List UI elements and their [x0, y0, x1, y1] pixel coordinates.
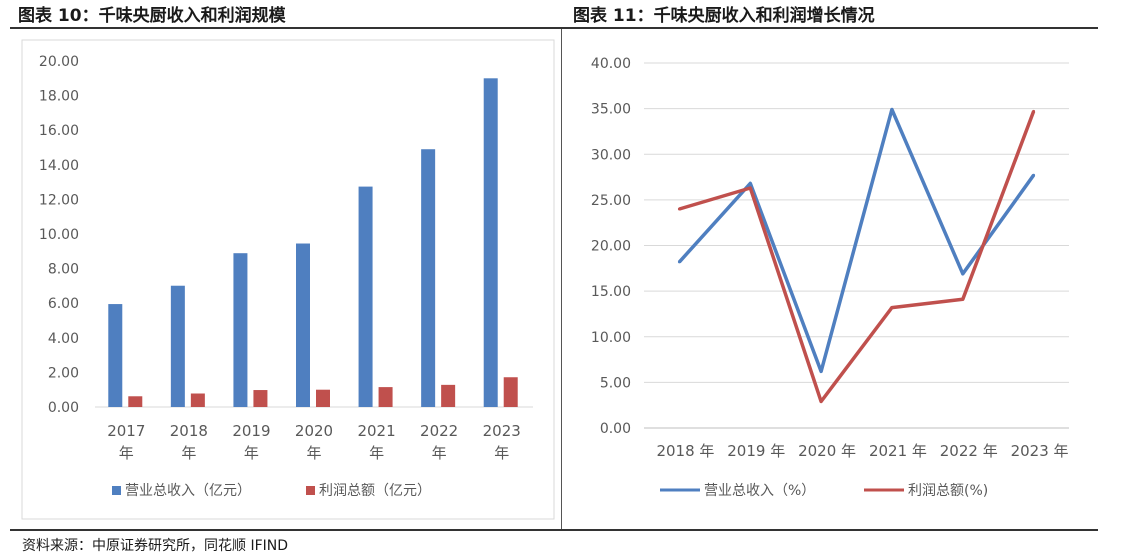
point-revenue-growth	[748, 181, 752, 185]
y-tick-label: 0.00	[600, 421, 631, 437]
figure-title-left: 图表 10：千味央厨收入和利润规模	[18, 6, 286, 26]
y-tick-label: 4.00	[48, 331, 79, 347]
point-profit-growth	[677, 207, 681, 211]
bar-profit	[128, 396, 143, 407]
line-revenue-growth	[678, 107, 1036, 374]
legend-swatch-revenue	[112, 486, 121, 495]
x-tick-label: 2021 年	[869, 442, 927, 460]
bar-revenue	[421, 149, 436, 408]
bar-profit	[378, 387, 393, 407]
x-tick-label: 2019 年	[727, 442, 785, 460]
point-revenue-growth	[819, 369, 823, 373]
bar-revenue	[108, 304, 123, 407]
point-profit-growth	[890, 306, 894, 310]
y-tick-label: 16.00	[39, 123, 79, 139]
source-note: 资料来源：中原证券研究所，同花顺 IFIND	[22, 538, 289, 554]
y-tick-label: 35.00	[591, 102, 631, 118]
bottom-rule	[10, 529, 1098, 531]
point-profit-growth	[748, 186, 752, 190]
bar-revenue	[296, 243, 310, 407]
point-profit-growth	[1032, 109, 1036, 113]
legend: 营业总收入（亿元） 利润总额（亿元）	[112, 483, 431, 499]
line-chart-growth: 0.00 5.00 10.00 15.00 20.00 25.00 30.00 35.00 40…	[591, 56, 1069, 499]
bar-profit	[503, 377, 518, 407]
bar-revenue	[358, 186, 373, 407]
point-revenue-growth	[1032, 173, 1036, 177]
x-tick-label: 2023 年	[483, 422, 521, 462]
legend-label-profit: 利润总额（亿元）	[319, 483, 431, 499]
y-tick-label: 0.00	[48, 400, 79, 416]
bar-chart-revenue-profit: 0.00 2.00 4.00 6.00 8.00 10.00 12.00 14.00 16.00…	[21, 39, 555, 520]
bar-revenue	[483, 78, 498, 408]
legend-swatch-profit	[306, 486, 315, 495]
y-tick-label: 18.00	[39, 89, 79, 105]
column-divider	[561, 29, 562, 529]
x-tick-label: 2023 年	[1011, 442, 1069, 460]
top-rule	[10, 27, 1098, 29]
x-tick-label: 2019 年	[232, 422, 270, 462]
y-tick-label: 20.00	[591, 239, 631, 255]
y-tick-label: 5.00	[600, 375, 631, 391]
x-tick-label: 2020 年	[798, 442, 856, 460]
x-tick-label: 2021 年	[357, 422, 395, 462]
point-profit-growth	[961, 297, 965, 301]
y-tick-label: 2.00	[48, 365, 79, 381]
y-tick-label: 12.00	[39, 192, 79, 208]
bar-revenue	[233, 253, 248, 407]
legend-label-revenue-growth: 营业总收入（%）	[704, 483, 815, 499]
x-tick-label: 2022 年	[420, 422, 458, 462]
x-tick-label: 2018 年	[656, 442, 714, 460]
y-tick-label: 14.00	[39, 158, 79, 174]
bar-revenue	[170, 285, 185, 407]
x-tick-label: 2022 年	[940, 442, 998, 460]
y-tick-label: 10.00	[591, 330, 631, 346]
figure-title-right: 图表 11：千味央厨收入和利润增长情况	[573, 6, 875, 26]
y-tick-label: 30.00	[591, 147, 631, 163]
y-tick-label: 20.00	[39, 54, 79, 70]
bar-profit	[441, 384, 456, 407]
line-profit-growth	[678, 110, 1036, 404]
point-profit-growth	[819, 400, 823, 404]
y-tick-label: 8.00	[48, 262, 79, 278]
legend-label-profit-growth: 利润总额(%)	[908, 483, 988, 499]
chart-frame	[21, 39, 555, 520]
y-tick-label: 10.00	[39, 227, 79, 243]
point-revenue-growth	[677, 260, 681, 264]
bar-profit	[190, 393, 205, 407]
point-revenue-growth	[890, 108, 894, 112]
x-tick-label: 2018 年	[170, 422, 208, 462]
y-tick-label: 25.00	[591, 193, 631, 209]
bar-profit	[253, 390, 268, 407]
y-tick-label: 6.00	[48, 296, 79, 312]
x-tick-label: 2017 年	[107, 422, 145, 462]
legend-label-revenue: 营业总收入（亿元）	[125, 483, 251, 499]
y-tick-label: 40.00	[591, 56, 631, 72]
y-tick-label: 15.00	[591, 284, 631, 300]
bar-profit	[316, 389, 330, 407]
x-tick-label: 2020 年	[295, 422, 333, 462]
legend: 营业总收入（%） 利润总额(%)	[660, 483, 988, 499]
point-revenue-growth	[961, 272, 965, 276]
